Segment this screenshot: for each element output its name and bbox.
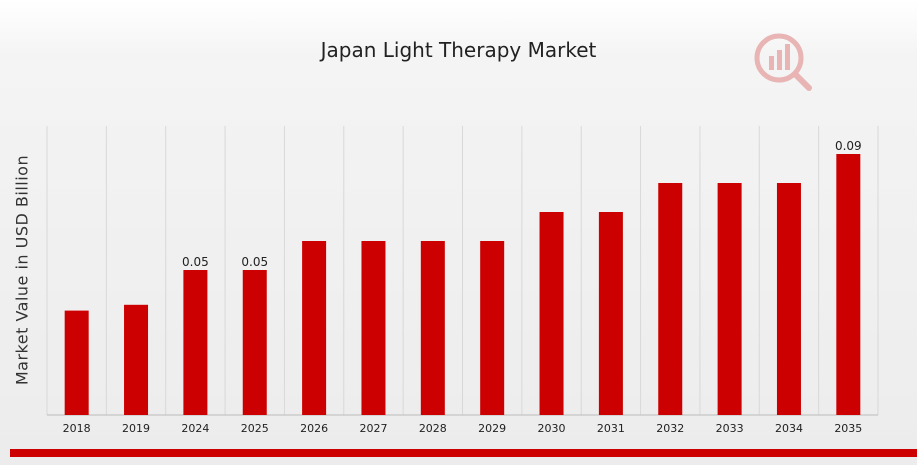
- bar: [420, 241, 445, 415]
- bar: [717, 183, 742, 415]
- x-tick-label: 2024: [181, 422, 209, 435]
- bar: [302, 241, 327, 415]
- bar: [124, 304, 149, 415]
- x-tick-label: 2032: [656, 422, 684, 435]
- x-tick-label: 2025: [241, 422, 269, 435]
- bar: [242, 270, 267, 415]
- x-tick-label: 2019: [122, 422, 150, 435]
- bar: [539, 212, 564, 415]
- x-tick-label: 2034: [775, 422, 803, 435]
- x-tick-label: 2033: [716, 422, 744, 435]
- data-label: 0.05: [182, 255, 209, 269]
- bar: [183, 270, 208, 415]
- x-tick-label: 2028: [419, 422, 447, 435]
- x-tick-label: 2018: [63, 422, 91, 435]
- x-tick-label: 2031: [597, 422, 625, 435]
- bar: [361, 241, 386, 415]
- chart-title: Japan Light Therapy Market: [320, 38, 597, 62]
- bar: [776, 183, 801, 415]
- x-tick-label: 2030: [538, 422, 566, 435]
- x-tick-label: 2027: [359, 422, 387, 435]
- data-label: 0.09: [835, 139, 862, 153]
- bar: [64, 310, 89, 415]
- bar: [836, 154, 861, 415]
- market-research-logo-icon: [754, 33, 812, 91]
- x-tick-label: 2029: [478, 422, 506, 435]
- x-tick-label: 2026: [300, 422, 328, 435]
- bar: [480, 241, 505, 415]
- bar: [598, 212, 623, 415]
- bottom-accent-bar: [10, 449, 917, 457]
- data-label: 0.05: [241, 255, 268, 269]
- x-tick-label: 2035: [834, 422, 862, 435]
- bar: [658, 183, 683, 415]
